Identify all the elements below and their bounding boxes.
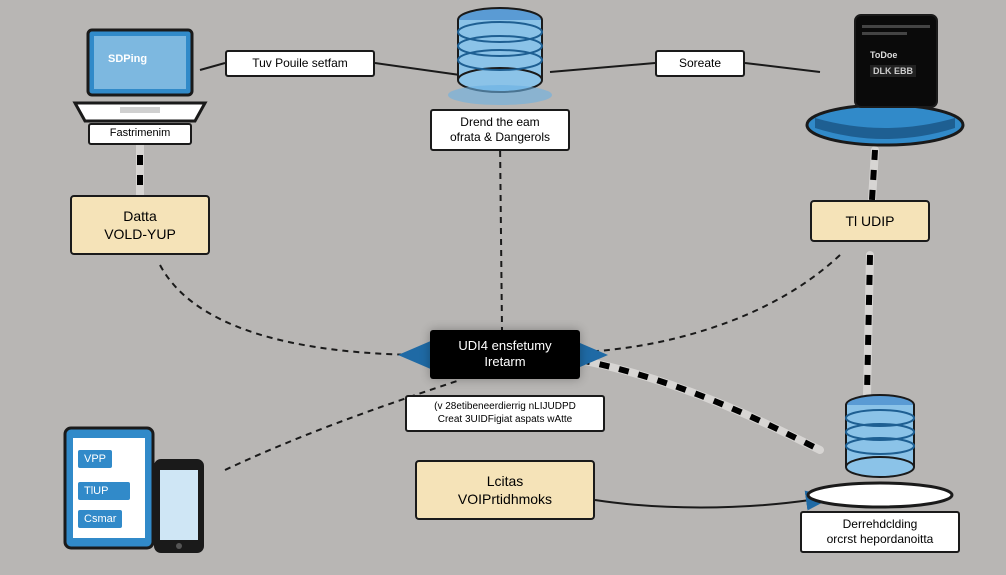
node-devices-bl: VPP TlUP Csmar: [60, 420, 230, 560]
node-laptop: SDPing Fastrimenim: [70, 25, 210, 135]
devices-strip-3: Csmar: [78, 510, 122, 528]
node-db-top: Drend the eamofrata & Dangerols: [440, 0, 560, 151]
devices-strip-2: TlUP: [78, 482, 130, 500]
devices-strip-1: VPP: [78, 450, 112, 468]
device-right-line1: ToDoe: [870, 50, 897, 60]
db-br-caption: Derrehdcldingorcrst hepordanoitta: [800, 511, 960, 553]
hub-caption: (v 28etibeneerdierrig nLIJUDPDCreat 3UID…: [405, 395, 605, 432]
laptop-caption: Fastrimenim: [88, 123, 192, 145]
node-beige-left: DattaVOLD-YUP: [70, 195, 210, 255]
device-right-line2: DLK EBB: [870, 65, 916, 77]
label-top-left: Tuv Pouile setfam: [225, 50, 375, 77]
node-device-right: ToDoe DLK EBB: [800, 10, 970, 150]
label-top-right: Soreate: [655, 50, 745, 77]
node-beige-bottom: LcitasVOIPrtidhmoks: [415, 460, 595, 520]
laptop-screen-text: SDPing: [108, 53, 147, 65]
db-top-caption: Drend the eamofrata & Dangerols: [430, 109, 570, 151]
node-beige-right: Tl UDIP: [810, 200, 930, 242]
node-hub: UDI4 ensfetumyIretarm: [430, 330, 580, 379]
node-db-br: Derrehdcldingorcrst hepordanoitta: [800, 380, 960, 553]
